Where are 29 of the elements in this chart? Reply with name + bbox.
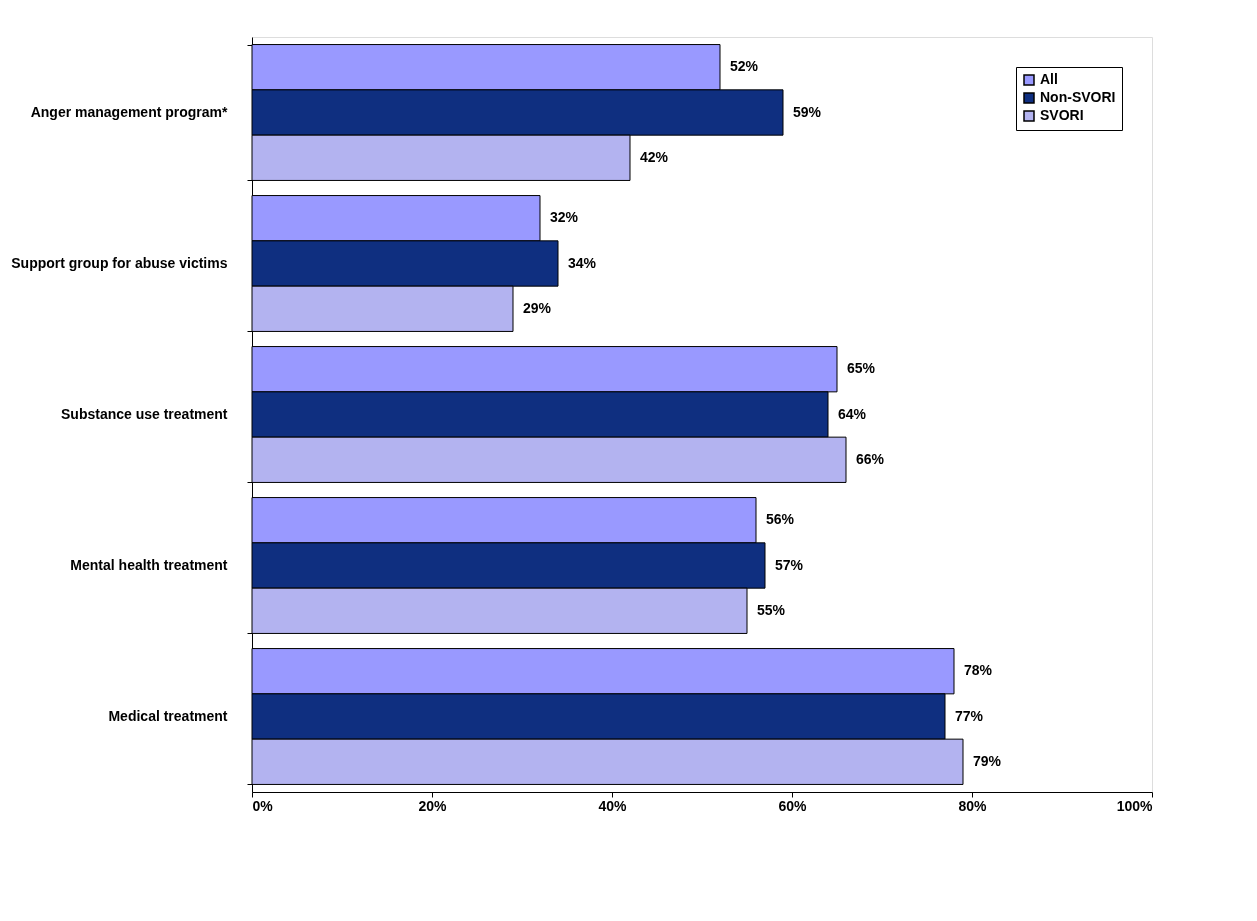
data-label: 57% [775, 556, 804, 573]
y-tick-label: Mental health treatment [70, 557, 228, 573]
data-label: 79% [973, 752, 1002, 769]
data-label: 34% [568, 254, 597, 271]
y-tick-label: Support group for abuse victims [11, 255, 228, 271]
x-tick-label: 60% [778, 797, 808, 814]
x-tick-label: 100% [1116, 797, 1154, 814]
x-tick-label: 20% [418, 797, 448, 814]
x-tick-label: 0% [252, 797, 274, 814]
data-label: 55% [757, 601, 786, 618]
data-label: 66% [856, 450, 885, 467]
legend-label: Non-SVORI [1040, 89, 1116, 105]
legend-label: SVORI [1040, 107, 1084, 123]
data-label: 78% [964, 662, 993, 679]
x-tick-label: 80% [958, 797, 988, 814]
y-tick-label: Medical treatment [108, 708, 228, 724]
data-label: 52% [730, 58, 759, 75]
x-tick-label: 40% [598, 797, 628, 814]
data-label: 77% [955, 707, 984, 724]
y-tick-label: Anger management program* [30, 104, 229, 120]
y-tick-label: Substance use treatment [61, 406, 228, 422]
data-label: 29% [523, 299, 552, 316]
data-label: 64% [838, 405, 867, 422]
data-label: 59% [793, 103, 822, 120]
data-label: 65% [847, 360, 876, 377]
data-label: 32% [550, 209, 579, 226]
data-label: 56% [766, 511, 795, 528]
legend-label: All [1040, 71, 1058, 87]
data-label: 42% [640, 148, 669, 165]
